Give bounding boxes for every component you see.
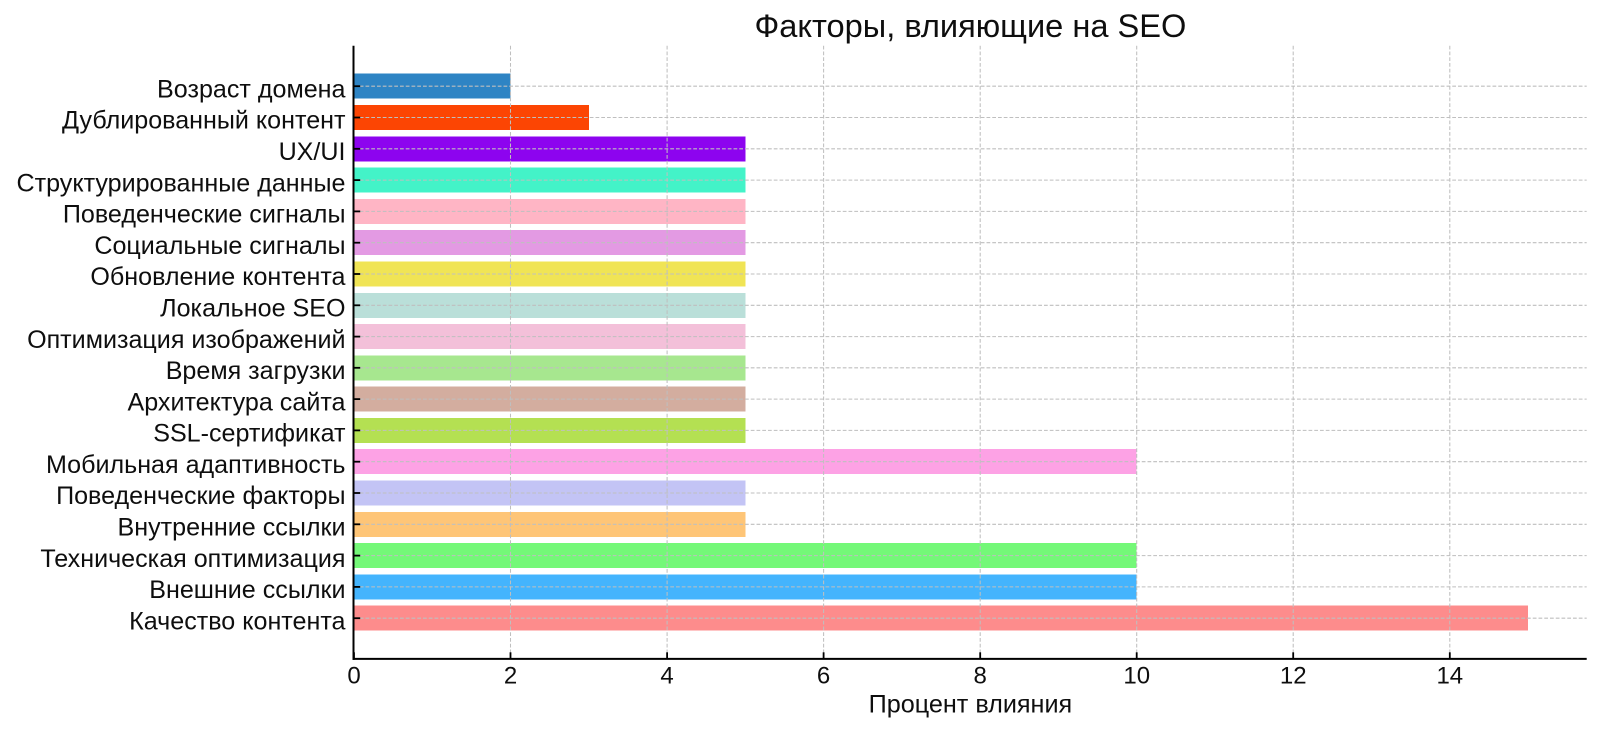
svg-text:Социальные сигналы: Социальные сигналы xyxy=(94,232,345,260)
svg-text:12: 12 xyxy=(1280,662,1307,689)
svg-text:Дублированный контент: Дублированный контент xyxy=(62,107,346,135)
svg-text:Структурированные данные: Структурированные данные xyxy=(16,169,345,197)
svg-text:2: 2 xyxy=(504,662,517,689)
svg-text:Локальное SEO: Локальное SEO xyxy=(160,295,345,323)
svg-text:4: 4 xyxy=(660,662,673,689)
svg-text:Качество контента: Качество контента xyxy=(129,607,345,635)
svg-text:Поведенческие сигналы: Поведенческие сигналы xyxy=(63,201,346,229)
svg-text:Возраст домена: Возраст домена xyxy=(157,75,346,103)
svg-text:Внешние ссылки: Внешние ссылки xyxy=(149,576,345,604)
svg-text:Процент влияния: Процент влияния xyxy=(869,691,1073,719)
svg-text:10: 10 xyxy=(1123,662,1150,689)
svg-text:Архитектура сайта: Архитектура сайта xyxy=(127,388,345,416)
svg-text:UX/UI: UX/UI xyxy=(279,138,346,166)
svg-text:Обновление контента: Обновление контента xyxy=(90,263,345,291)
svg-text:SSL-сертификат: SSL-сертификат xyxy=(153,420,346,448)
svg-text:0: 0 xyxy=(347,662,360,689)
svg-text:Время загрузки: Время загрузки xyxy=(166,357,346,385)
svg-text:6: 6 xyxy=(817,662,830,689)
svg-text:Факторы, влияющие на SEO: Факторы, влияющие на SEO xyxy=(755,7,1187,44)
svg-text:14: 14 xyxy=(1436,662,1463,689)
svg-text:Поведенческие факторы: Поведенческие факторы xyxy=(56,482,345,510)
svg-text:Техническая оптимизация: Техническая оптимизация xyxy=(40,545,345,573)
svg-text:Оптимизация изображений: Оптимизация изображений xyxy=(27,326,345,354)
svg-text:Внутренние ссылки: Внутренние ссылки xyxy=(118,514,346,542)
svg-text:8: 8 xyxy=(974,662,987,689)
svg-text:Мобильная адаптивность: Мобильная адаптивность xyxy=(46,451,346,479)
